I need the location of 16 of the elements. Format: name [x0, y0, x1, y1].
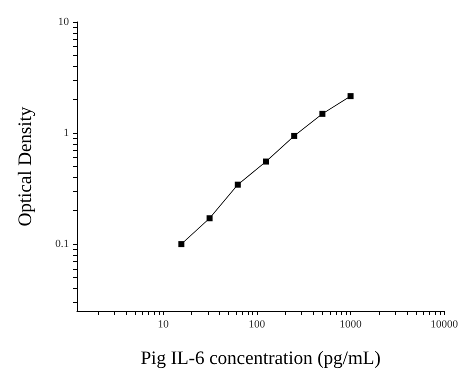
x-tick-label: 1000: [340, 318, 362, 330]
point: [178, 241, 184, 248]
point: [348, 93, 354, 100]
point: [291, 132, 298, 139]
point: [319, 110, 326, 117]
y-tick-label: 0.1: [55, 238, 69, 250]
x-axis-title: Pig IL-6 concentration (pg/mL): [140, 348, 381, 369]
x-tick-label: 10: [158, 318, 170, 330]
y-tick-label: 10: [58, 16, 70, 28]
point: [262, 158, 269, 165]
x-tick-label: 100: [248, 318, 266, 330]
x-tick-label: 10000: [430, 318, 458, 330]
point: [206, 215, 213, 222]
point: [234, 182, 241, 188]
y-tick-label: 1: [64, 127, 69, 140]
y-axis-title: Optical Density: [15, 106, 36, 226]
